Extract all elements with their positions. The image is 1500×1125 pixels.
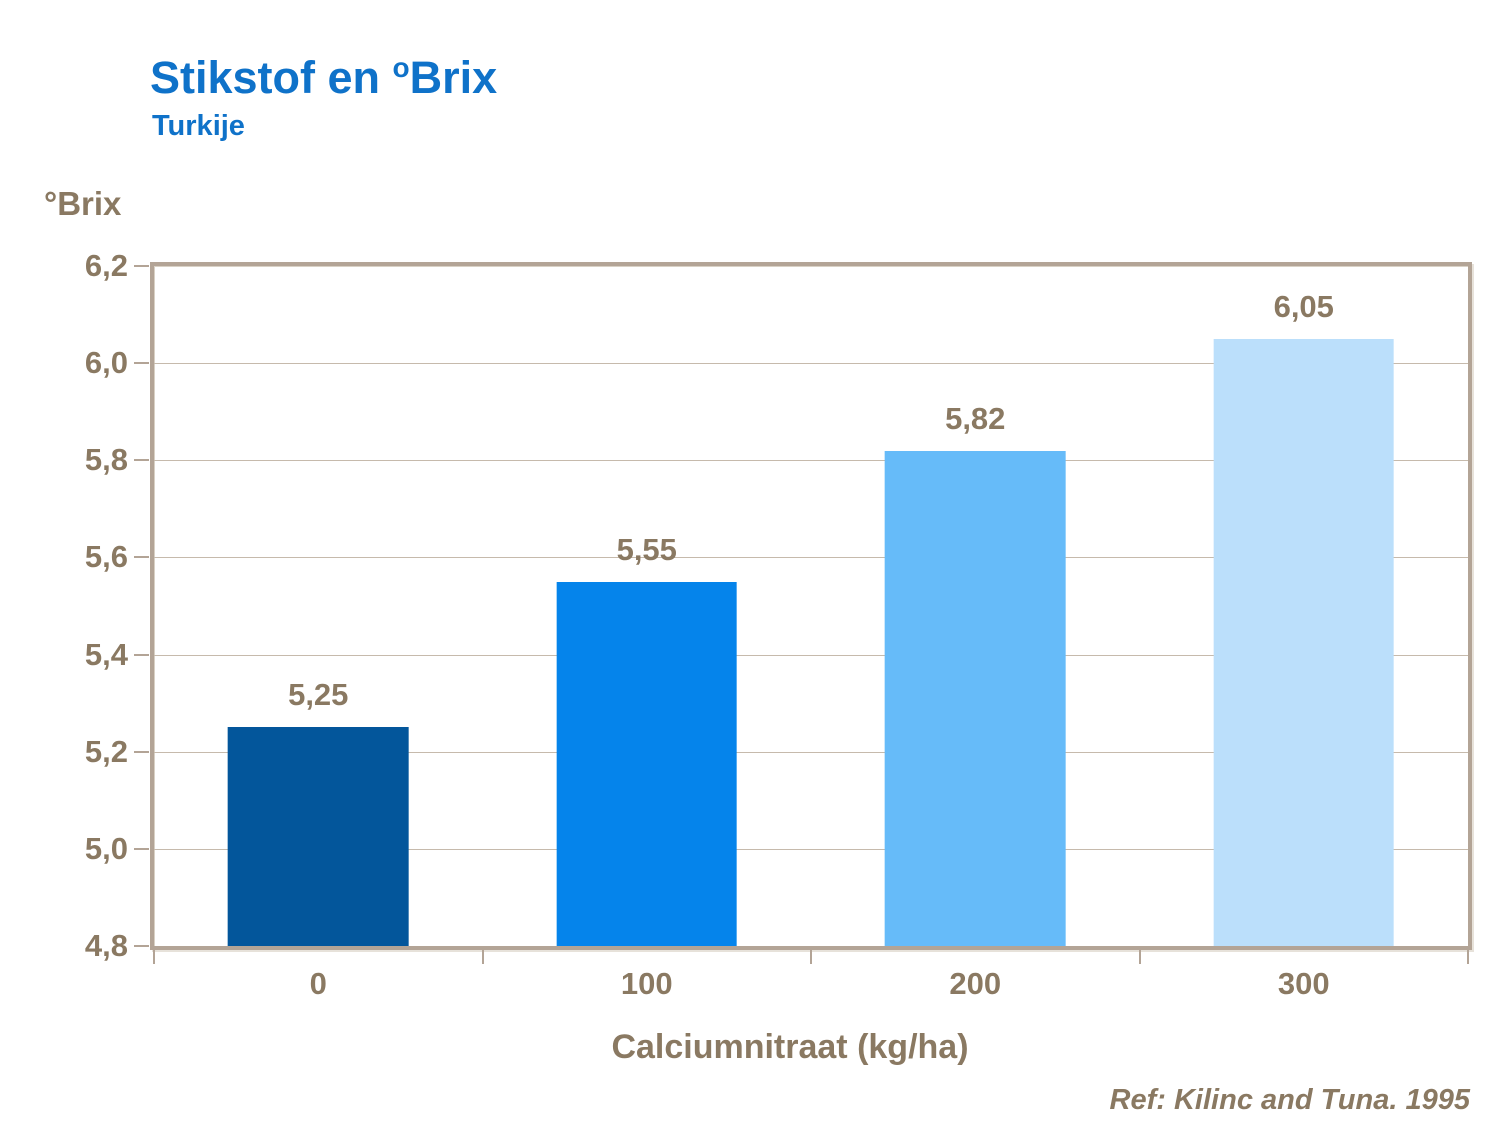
bar-value-label: 6,05 — [1273, 288, 1334, 324]
y-tick-label: 5,6 — [84, 539, 128, 575]
y-tick-mark — [134, 459, 149, 462]
x-tick-mark — [153, 950, 155, 964]
y-axis-label: °Brix — [44, 185, 122, 222]
chart-title-superscript-o: o — [392, 52, 410, 83]
x-axis-title: Calciumnitraat (kg/ha) — [611, 1028, 969, 1066]
y-tick-label: 6,2 — [84, 248, 128, 283]
y-tick-mark — [134, 265, 149, 267]
gridline — [154, 557, 1468, 559]
reference-text: Ref: Kilinc and Tuna. 1995 — [1109, 1084, 1470, 1116]
bar-value-label: 5,55 — [616, 531, 677, 567]
bar-100 — [556, 581, 738, 946]
gridline — [154, 363, 1468, 365]
x-tick-label: 300 — [1277, 966, 1330, 1001]
bar-300 — [1213, 338, 1395, 946]
x-tick-mark — [481, 950, 484, 964]
chart-title: Stikstof en oBrix — [150, 52, 497, 104]
y-tick-mark — [134, 750, 149, 753]
bar-value-label: 5,82 — [945, 400, 1006, 436]
y-tick-label: 5,0 — [84, 830, 128, 866]
x-tick-mark — [1467, 950, 1469, 964]
y-tick-mark — [134, 847, 149, 850]
chart-subtitle: Turkije — [152, 110, 245, 142]
y-tick-mark — [134, 945, 149, 947]
y-tick-mark — [134, 362, 149, 365]
chart-title-rest: Brix — [409, 52, 498, 103]
gridline — [154, 654, 1468, 656]
x-tick-label: 100 — [620, 966, 673, 1001]
x-tick-label: 200 — [949, 966, 1002, 1001]
y-tick-mark — [134, 653, 149, 656]
x-tick-mark — [810, 950, 812, 964]
y-tick-label: 6,0 — [84, 345, 128, 381]
x-tick-mark — [1138, 950, 1141, 964]
y-tick-label: 5,2 — [84, 733, 128, 769]
gridline — [154, 848, 1468, 850]
plot-area: 5,25 5,55 5,82 6,05 — [150, 262, 1472, 950]
x-tick-label: 0 — [309, 966, 327, 1001]
bar-0 — [227, 727, 409, 946]
y-tick-label: 4,8 — [84, 928, 128, 963]
gridline — [154, 751, 1468, 753]
bar-value-label: 5,25 — [288, 677, 349, 713]
bar-200 — [884, 450, 1066, 946]
y-tick-mark — [134, 556, 149, 559]
y-tick-label: 5,8 — [84, 442, 128, 478]
chart-title-main: Stikstof en — [150, 52, 393, 103]
gridline — [154, 460, 1468, 462]
y-tick-label: 5,4 — [84, 636, 128, 672]
